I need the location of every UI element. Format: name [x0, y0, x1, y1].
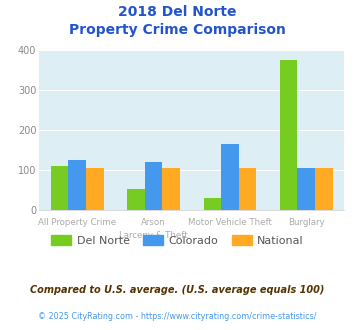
- Text: Compared to U.S. average. (U.S. average equals 100): Compared to U.S. average. (U.S. average …: [30, 285, 325, 295]
- Text: Arson: Arson: [141, 218, 166, 227]
- Text: © 2025 CityRating.com - https://www.cityrating.com/crime-statistics/: © 2025 CityRating.com - https://www.city…: [38, 312, 317, 321]
- Bar: [145, 161, 162, 210]
- Bar: [51, 166, 69, 210]
- Bar: [315, 168, 333, 210]
- Bar: [69, 159, 86, 210]
- Legend: Del Norte, Colorado, National: Del Norte, Colorado, National: [47, 231, 308, 250]
- Bar: [203, 198, 221, 210]
- Text: Burglary: Burglary: [288, 218, 324, 227]
- Text: All Property Crime: All Property Crime: [38, 218, 116, 227]
- Bar: [127, 189, 145, 210]
- Bar: [280, 59, 297, 210]
- Bar: [86, 168, 104, 210]
- Bar: [297, 168, 315, 210]
- Bar: [239, 168, 256, 210]
- Text: Property Crime Comparison: Property Crime Comparison: [69, 23, 286, 37]
- Bar: [221, 144, 239, 210]
- Text: Larceny & Theft: Larceny & Theft: [119, 231, 188, 240]
- Text: 2018 Del Norte: 2018 Del Norte: [118, 5, 237, 19]
- Text: Motor Vehicle Theft: Motor Vehicle Theft: [188, 218, 272, 227]
- Bar: [162, 168, 180, 210]
